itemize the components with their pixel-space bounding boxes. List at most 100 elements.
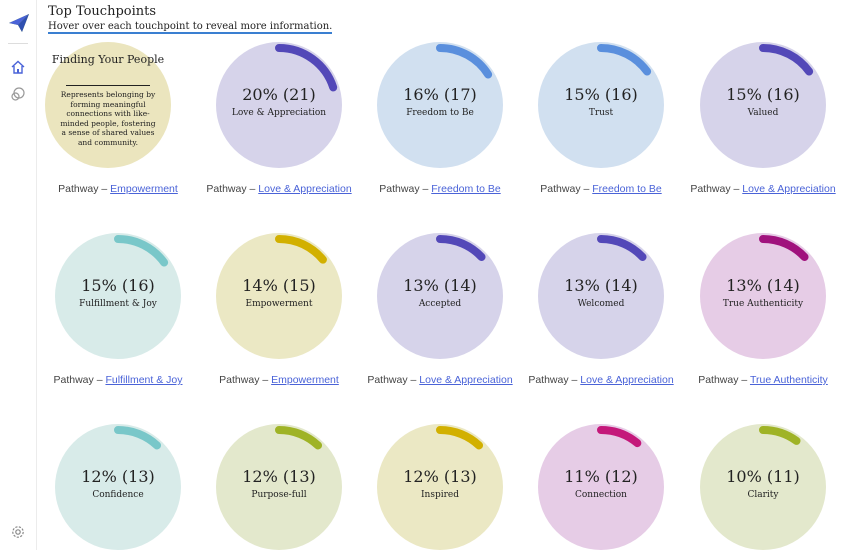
touchpoint-percent: 16% (17) <box>403 85 477 104</box>
pathway-prefix: Pathway – <box>528 374 578 386</box>
touchpoint-percent: 13% (14) <box>403 276 477 295</box>
progress-ring <box>597 235 647 261</box>
progress-ring <box>114 426 162 450</box>
pathway-link[interactable]: Freedom to Be <box>431 183 501 195</box>
pathway-line: Pathway – Love & Appreciation <box>199 181 359 197</box>
touchpoint-label: Love & Appreciation <box>231 108 327 118</box>
pathway-link[interactable]: Love & Appreciation <box>419 374 513 386</box>
pathway-link[interactable]: Love & Appreciation <box>742 183 836 195</box>
pathway-link[interactable]: Love & Appreciation <box>580 374 674 386</box>
page-header: Top Touchpoints Hover over each touchpoi… <box>48 4 333 38</box>
pathway-line: Pathway – Freedom to Be <box>521 181 681 197</box>
insights-icon[interactable] <box>10 86 26 102</box>
progress-ring <box>436 44 493 79</box>
progress-arc <box>759 235 809 261</box>
pathway-link[interactable]: Love & Appreciation <box>258 183 352 195</box>
progress-ring <box>597 44 652 76</box>
paper-plane-logo-icon[interactable] <box>8 12 30 34</box>
pathway-line: Pathway – Love & Appreciation <box>360 372 520 388</box>
progress-arc <box>597 235 647 261</box>
progress-ring <box>759 44 814 76</box>
progress-ring <box>436 235 486 261</box>
touchpoint-label: Freedom to Be <box>406 108 474 118</box>
touchpoint-circle[interactable]: 15% (16) Trust <box>538 42 664 168</box>
progress-ring <box>275 235 327 264</box>
pathway-line: Pathway – True Authenticity <box>683 372 843 388</box>
touchpoint-percent: 20% (21) <box>242 85 316 104</box>
touchpoint-label: Welcomed <box>577 299 625 309</box>
pathway-prefix: Pathway – <box>379 183 429 195</box>
pathway-link[interactable]: Fulfillment & Joy <box>105 374 183 386</box>
progress-arc <box>114 426 162 450</box>
touchpoint-label: Purpose-full <box>251 490 307 500</box>
sidebar <box>0 0 37 550</box>
touchpoint-percent: 12% (13) <box>403 467 477 486</box>
touchpoint-percent: 11% (12) <box>564 467 638 486</box>
touchpoint-label: Valued <box>747 108 779 118</box>
progress-arc <box>597 44 652 76</box>
touchpoint-circle[interactable]: 10% (11) Clarity <box>700 424 826 550</box>
touchpoint-circle[interactable]: 12% (13) Confidence <box>55 424 181 550</box>
touchpoint-circle[interactable]: 13% (14) Welcomed <box>538 233 664 359</box>
pathway-link[interactable]: Empowerment <box>110 183 178 195</box>
progress-ring <box>275 426 323 450</box>
pathway-line: Pathway – Empowerment <box>199 372 359 388</box>
progress-arc <box>759 426 801 445</box>
touchpoint-circle[interactable]: 16% (17) Freedom to Be <box>377 42 503 168</box>
pathway-line: Pathway – Freedom to Be <box>360 181 520 197</box>
touchpoint-percent: 13% (14) <box>726 276 800 295</box>
touchpoint-label: Connection <box>575 490 627 500</box>
pathway-line: Pathway – Empowerment <box>38 181 198 197</box>
feature-circle[interactable]: Finding Your People Represents belonging… <box>45 42 171 168</box>
touchpoint-percent: 10% (11) <box>726 467 800 486</box>
progress-arc <box>597 426 642 448</box>
touchpoint-percent: 15% (16) <box>726 85 800 104</box>
touchpoint-percent: 13% (14) <box>564 276 638 295</box>
pathway-prefix: Pathway – <box>540 183 590 195</box>
pathway-prefix: Pathway – <box>58 183 108 195</box>
progress-ring <box>597 426 642 448</box>
home-icon[interactable] <box>10 59 26 75</box>
progress-ring <box>275 44 338 92</box>
page-subtitle: Hover over each touchpoint to reveal mor… <box>48 21 333 34</box>
progress-ring <box>759 426 801 445</box>
progress-arc <box>436 44 493 79</box>
progress-arc <box>275 426 323 450</box>
touchpoint-label: Fulfillment & Joy <box>79 299 157 309</box>
pathway-line: Pathway – Fulfillment & Joy <box>38 372 198 388</box>
pathway-link[interactable]: True Authenticity <box>749 374 828 386</box>
progress-arc <box>759 44 814 76</box>
pathway-prefix: Pathway – <box>698 374 748 386</box>
pathway-prefix: Pathway – <box>53 374 103 386</box>
touchpoint-circle[interactable]: 13% (14) True Authenticity <box>700 233 826 359</box>
pathway-prefix: Pathway – <box>367 374 417 386</box>
progress-arc <box>114 235 169 267</box>
progress-arc <box>275 235 327 264</box>
progress-arc <box>436 426 484 450</box>
touchpoint-circle[interactable]: 12% (13) Inspired <box>377 424 503 550</box>
touchpoint-label: Trust <box>588 108 614 118</box>
progress-ring <box>114 235 169 267</box>
touchpoint-circle[interactable]: 12% (13) Purpose-full <box>216 424 342 550</box>
gear-icon[interactable] <box>10 524 26 540</box>
touchpoint-circle[interactable]: 20% (21) Love & Appreciation <box>216 42 342 168</box>
progress-arc <box>275 44 338 92</box>
touchpoint-label: Inspired <box>421 490 459 500</box>
touchpoint-percent: 15% (16) <box>81 276 155 295</box>
pathway-line: Pathway – Love & Appreciation <box>521 372 681 388</box>
pathway-prefix: Pathway – <box>206 183 256 195</box>
touchpoint-circle[interactable]: 11% (12) Connection <box>538 424 664 550</box>
progress-arc <box>436 235 486 261</box>
touchpoint-circle[interactable]: 15% (16) Fulfillment & Joy <box>55 233 181 359</box>
pathway-prefix: Pathway – <box>219 374 269 386</box>
touchpoint-percent: 15% (16) <box>564 85 638 104</box>
feature-divider <box>66 85 150 86</box>
progress-ring <box>436 426 484 450</box>
touchpoint-percent: 14% (15) <box>242 276 316 295</box>
touchpoint-circle[interactable]: 15% (16) Valued <box>700 42 826 168</box>
pathway-link[interactable]: Freedom to Be <box>592 183 662 195</box>
pathway-link[interactable]: Empowerment <box>271 374 339 386</box>
touchpoint-label: Empowerment <box>245 299 313 309</box>
touchpoint-circle[interactable]: 13% (14) Accepted <box>377 233 503 359</box>
touchpoint-circle[interactable]: 14% (15) Empowerment <box>216 233 342 359</box>
